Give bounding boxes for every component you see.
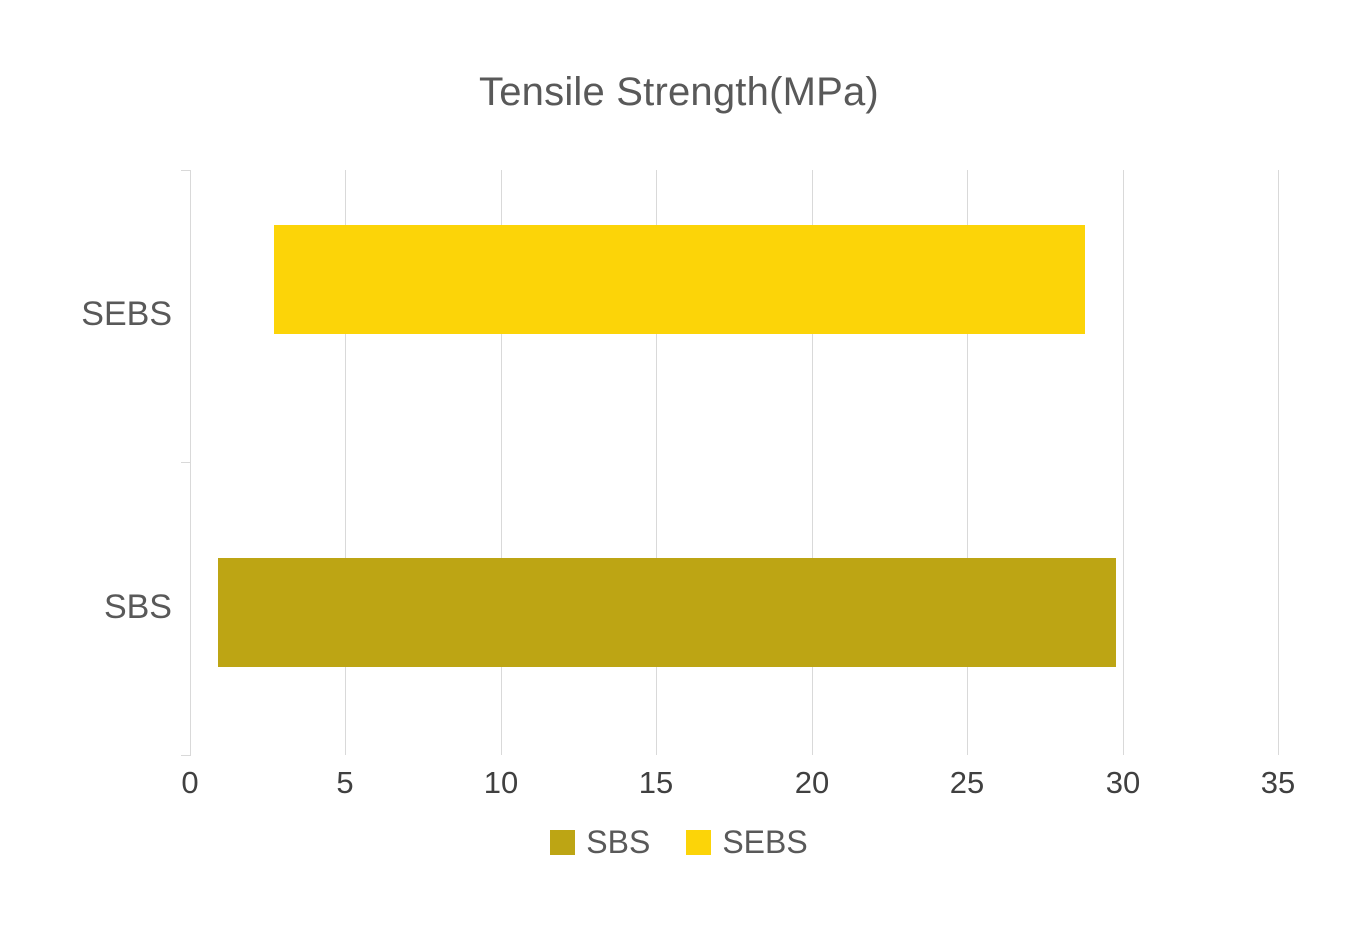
plot-area: [190, 170, 1279, 755]
legend-swatch-sebs-icon: [686, 829, 712, 855]
bar-sebs[interactable]: [273, 225, 1086, 334]
bar-sbs[interactable]: [217, 558, 1117, 667]
legend-label-sbs: SBS: [586, 824, 651, 860]
legend-entry-sbs[interactable]: SBS: [550, 826, 650, 858]
gridline-15: [656, 170, 657, 755]
gridline-25: [967, 170, 968, 755]
value-axis-label-30: 30: [1105, 765, 1141, 800]
legend: SBS SEBS: [0, 826, 1358, 858]
gridline-10: [501, 170, 502, 755]
category-axis-tick-bottom: [181, 755, 190, 756]
gridline-30: [1123, 170, 1124, 755]
chart-title: Tensile Strength(MPa): [479, 70, 879, 114]
legend-swatch-sbs-icon: [550, 829, 576, 855]
gridline-35: [1278, 170, 1279, 755]
legend-entry-sebs[interactable]: SEBS: [686, 824, 808, 860]
gridline-5: [345, 170, 346, 755]
value-axis-label-35: 35: [1260, 765, 1296, 800]
category-axis-tick-middle: [181, 462, 190, 463]
value-axis-label-15: 15: [638, 765, 674, 800]
category-axis-tick-top: [181, 170, 190, 171]
category-axis: SEBS SBS: [0, 170, 172, 755]
gridline-20: [812, 170, 813, 755]
value-axis-label-0: 0: [181, 765, 199, 800]
value-axis-label-10: 10: [483, 765, 519, 800]
value-axis-label-25: 25: [949, 765, 985, 800]
value-axis-label-5: 5: [336, 765, 354, 800]
category-label-sebs: SEBS: [81, 295, 172, 333]
value-axis-label-20: 20: [794, 765, 830, 800]
legend-label-sebs: SEBS: [722, 824, 808, 860]
category-label-sbs: SBS: [103, 588, 172, 626]
value-axis-line: [190, 170, 191, 756]
